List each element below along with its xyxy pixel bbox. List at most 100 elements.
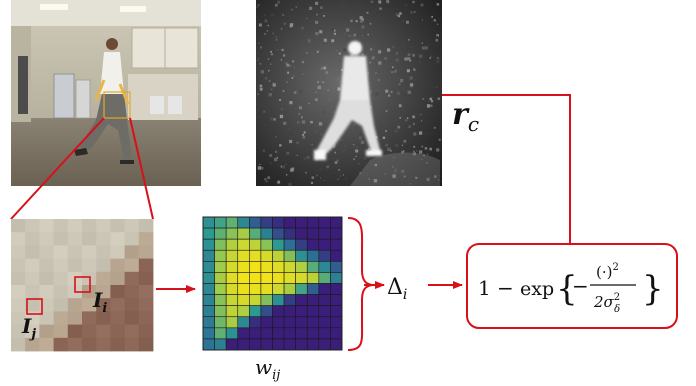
thermal-speckle (275, 150, 278, 153)
heatmap-cell (225, 305, 239, 318)
heatmap-cell (295, 338, 308, 351)
heatmap-cell (202, 216, 215, 229)
thermal-speckle (415, 176, 418, 179)
thermal-speckle (430, 55, 433, 58)
thermal-person (314, 41, 382, 160)
thermal-speckle (435, 38, 439, 42)
patch-pixel (110, 245, 125, 259)
patch-pixel (124, 337, 140, 352)
heatmap-cell (330, 272, 343, 284)
heatmap-cell (249, 305, 262, 318)
thermal-speckle (371, 56, 375, 60)
patch-pixel (67, 311, 83, 325)
heatmap-cell (249, 316, 262, 329)
patch-pixel (82, 232, 97, 246)
thermal-speckle (408, 39, 410, 41)
thermal-speckle (421, 19, 423, 21)
thermal-speckle (342, 149, 346, 153)
patch-pixel (39, 219, 54, 233)
thermal-speckle (289, 23, 294, 27)
thermal-speckle (378, 2, 380, 4)
weight-heatmap (202, 216, 343, 351)
thermal-speckle (320, 133, 323, 136)
thermal-speckle (298, 113, 300, 115)
thermal-speckle (413, 132, 417, 136)
thermal-speckle (387, 77, 389, 80)
thermal-speckle (307, 103, 309, 105)
thermal-speckle (299, 90, 303, 93)
thermal-speckle (315, 165, 317, 167)
heatmap-cell (272, 338, 285, 351)
thermal-speckle (355, 149, 359, 153)
thermal-speckle (262, 149, 265, 152)
heatmap-cell (318, 238, 331, 251)
thermal-speckle (315, 91, 318, 94)
thermal-speckle (279, 144, 282, 147)
thermal-speckle (367, 72, 370, 74)
thermal-speckle (407, 57, 411, 61)
heatmap-cell (237, 272, 250, 284)
thermal-speckle (339, 175, 341, 177)
thermal-speckle (436, 148, 440, 152)
heatmap-cell (202, 227, 215, 240)
patch-pixel (82, 245, 97, 259)
thermal-speckle (407, 53, 411, 56)
thermal-speckle (344, 145, 346, 147)
thermal-speckle (331, 39, 335, 43)
thermal-speckle (385, 130, 387, 132)
thermal-speckle (308, 102, 310, 105)
thermal-speckle (370, 48, 373, 51)
thermal-speckle (345, 178, 347, 180)
patch-pixel (138, 232, 154, 246)
heatmap-cell (295, 305, 308, 318)
thermal-speckle (303, 157, 307, 161)
label-delta-i: Δi (387, 275, 407, 303)
heatmap-cell (283, 294, 296, 306)
thermal-speckle (368, 148, 370, 150)
thermal-speckle (259, 87, 263, 91)
thermal-speckle (285, 174, 288, 176)
heatmap-cell (318, 338, 331, 351)
thermal-speckle (352, 128, 355, 131)
thermal-speckle (366, 78, 370, 82)
thermal-speckle (369, 22, 372, 25)
thermal-speckle (437, 23, 439, 25)
heatmap-cell (202, 261, 215, 273)
thermal-speckle (281, 48, 284, 52)
thermal-speckle (296, 154, 298, 156)
thermal-speckle (277, 180, 281, 184)
thermal-speckle (325, 12, 327, 14)
thermal-speckle (331, 28, 334, 31)
thermal-speckle (257, 166, 262, 170)
heatmap-cell (237, 283, 250, 295)
heatmap-cell (260, 316, 273, 329)
thermal-speckle (277, 0, 280, 4)
patch-pixel (39, 337, 54, 352)
thermal-speckle (378, 0, 382, 4)
thermal-speckle (273, 118, 276, 121)
heatmap-cell (272, 305, 285, 318)
heatmap-cell (237, 327, 250, 340)
heatmap-cell (306, 338, 320, 351)
pixel-i-box (74, 276, 91, 293)
thermal-speckle (392, 66, 394, 69)
thermal-speckle (336, 77, 340, 81)
thermal-speckle (305, 171, 307, 174)
patch-pixel (138, 298, 154, 312)
formula-minus: − (497, 276, 514, 300)
patch-pixel (11, 219, 26, 233)
thermal-speckle (421, 42, 423, 44)
heatmap-cell (237, 316, 250, 329)
heatmap-cell (225, 283, 239, 295)
thermal-speckle (268, 93, 272, 97)
thermal-speckle (361, 53, 364, 56)
heatmap-cell (237, 305, 250, 318)
thermal-speckle (358, 162, 360, 165)
thermal-speckle (319, 30, 323, 34)
thermal-speckle (311, 176, 315, 179)
thermal-speckle (336, 159, 339, 162)
heatmap-cell (249, 227, 262, 240)
thermal-speckle (370, 100, 374, 104)
heatmap-cell (272, 272, 285, 284)
thermal-speckle (317, 81, 320, 84)
